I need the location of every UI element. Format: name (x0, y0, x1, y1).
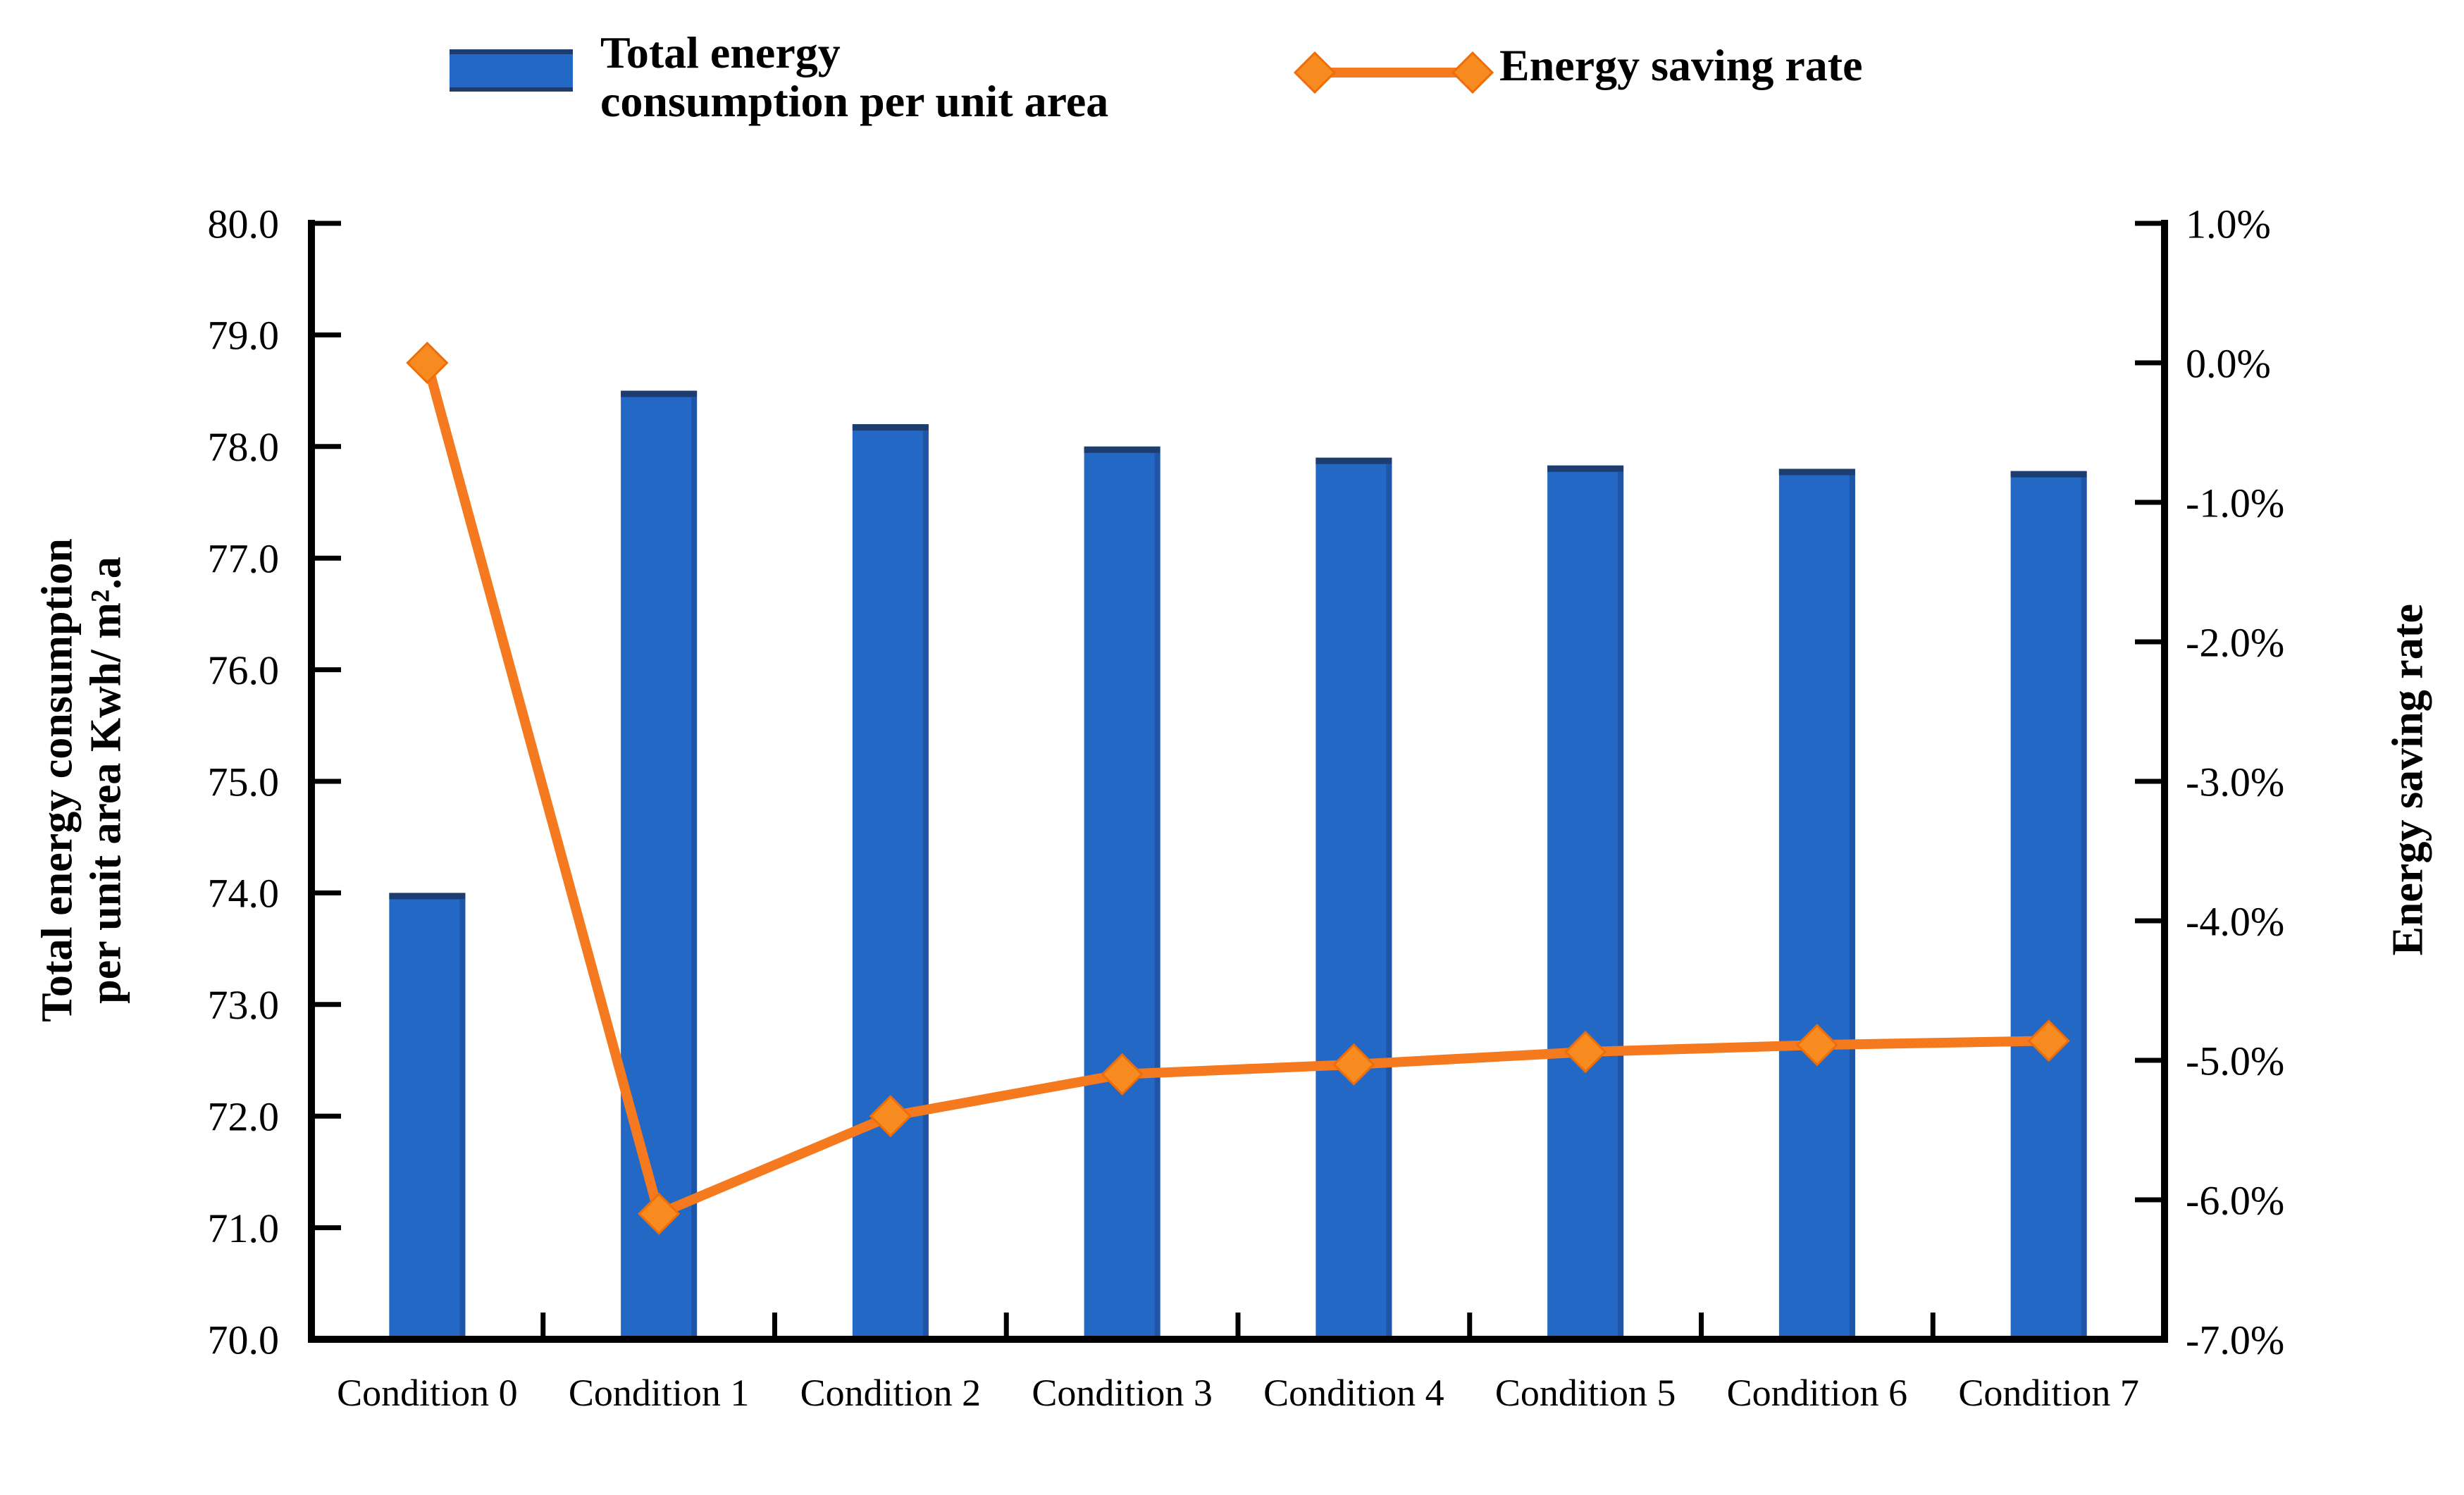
x-category-label: Condition 4 (1263, 1372, 1444, 1414)
left-tick-label: 74.0 (208, 871, 280, 917)
bar-2 (852, 424, 929, 1339)
x-category-label: Condition 6 (1727, 1372, 1908, 1414)
line-marker-5 (1564, 1030, 1607, 1074)
bar-top-edge-3 (1084, 446, 1160, 453)
bar-top-edge-5 (1547, 465, 1624, 472)
x-category-label: Condition 2 (800, 1372, 982, 1414)
bar-top-edge-2 (852, 424, 929, 431)
bar-right-edge-7 (2081, 477, 2087, 1340)
bar-top-edge-6 (1778, 469, 1855, 476)
bar-top-edge-4 (1315, 457, 1392, 464)
right-tick-label: -4.0% (2186, 898, 2284, 944)
bar-right-edge-1 (691, 397, 698, 1339)
bar-1 (621, 390, 698, 1339)
bar-7 (2010, 471, 2087, 1340)
bar-right-edge-2 (922, 430, 929, 1339)
left-tick-label: 78.0 (208, 424, 280, 470)
line-marker-0 (406, 341, 449, 385)
bar-right-edge-3 (1154, 452, 1160, 1339)
bar-series-swatch (450, 49, 573, 92)
bar-top-edge-7 (2010, 471, 2087, 478)
x-category-label: Condition 0 (337, 1372, 518, 1414)
x-category-label: Condition 5 (1495, 1372, 1676, 1414)
x-category-label: Condition 7 (1958, 1372, 2139, 1414)
line-marker-3 (1101, 1053, 1144, 1096)
line-marker-7 (2027, 1019, 2070, 1062)
line-marker-4 (1332, 1043, 1375, 1086)
left-tick-label: 80.0 (208, 201, 280, 247)
line-marker-1 (638, 1192, 681, 1235)
bar-5 (1547, 465, 1624, 1339)
left-tick-label: 75.0 (208, 759, 280, 805)
right-tick-label: 0.0% (2186, 340, 2271, 386)
bar-6 (1778, 469, 1855, 1339)
right-tick-label: -1.0% (2186, 480, 2284, 526)
bar-top-edge-0 (389, 893, 466, 900)
bar-4 (1315, 457, 1392, 1339)
bar-right-edge-5 (1618, 471, 1624, 1339)
bar-top-edge-1 (621, 390, 698, 397)
legend-label-consumption: Total energy consumption per unit area (600, 27, 1109, 127)
left-tick-label: 79.0 (208, 313, 280, 359)
x-category-label: Condition 3 (1032, 1372, 1213, 1414)
line-marker-2 (869, 1095, 912, 1138)
right-tick-label: -7.0% (2186, 1317, 2284, 1363)
right-tick-label: -6.0% (2186, 1177, 2284, 1223)
line-marker-icon (1293, 51, 1494, 94)
x-category-label: Condition 1 (569, 1372, 750, 1414)
bar-3 (1084, 446, 1160, 1339)
left-tick-label: 76.0 (208, 647, 280, 693)
legend-label-saving-rate: Energy saving rate (1499, 40, 1863, 90)
right-tick-label: -3.0% (2186, 759, 2284, 805)
saving-rate-line (422, 358, 2054, 1219)
line-marker-6 (1795, 1024, 1839, 1067)
right-tick-label: 1.0% (2186, 201, 2271, 247)
left-tick-label: 72.0 (208, 1094, 280, 1140)
left-tick-label: 71.0 (208, 1205, 280, 1251)
bar-0 (389, 893, 466, 1339)
bar-right-edge-0 (459, 899, 466, 1339)
left-tick-label: 70.0 (208, 1317, 280, 1363)
left-tick-label: 73.0 (208, 982, 280, 1028)
bar-right-edge-6 (1849, 475, 1855, 1339)
right-tick-label: -5.0% (2186, 1038, 2284, 1084)
left-tick-label: 77.0 (208, 536, 280, 582)
right-tick-label: -2.0% (2186, 619, 2284, 665)
bar-right-edge-4 (1386, 464, 1392, 1339)
